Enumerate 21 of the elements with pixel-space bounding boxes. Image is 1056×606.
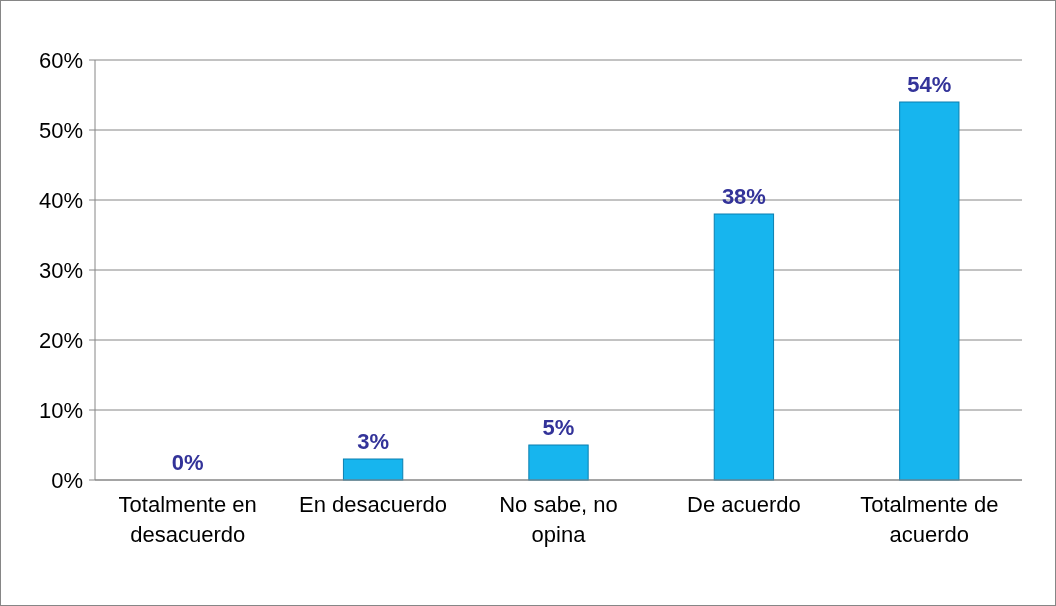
data-label: 38% (721, 184, 766, 209)
x-tick-label: De acuerdo (687, 492, 801, 517)
x-tick-label: Totalmente en desacuerdo (118, 492, 257, 547)
data-label: 3% (357, 429, 389, 454)
x-tick-label: Totalmente de acuerdo (860, 492, 999, 547)
y-tick-label: 0% (51, 467, 83, 493)
x-tick-label: En desacuerdo (299, 492, 448, 517)
y-tick-label: 50% (38, 117, 83, 143)
data-label: 54% (907, 72, 952, 97)
x-tick-label: No sabe, no opina (499, 492, 618, 547)
bar (528, 444, 589, 481)
bar (899, 101, 960, 481)
data-label: 5% (542, 415, 575, 440)
y-tick-label: 60% (38, 47, 83, 73)
y-tick-label: 10% (38, 397, 83, 423)
data-label: 0% (171, 450, 204, 475)
bar (342, 458, 404, 481)
y-tick-label: 30% (38, 257, 83, 283)
y-tick-label: 20% (38, 327, 83, 353)
y-tick-label: 40% (38, 187, 83, 213)
bar (713, 213, 775, 481)
